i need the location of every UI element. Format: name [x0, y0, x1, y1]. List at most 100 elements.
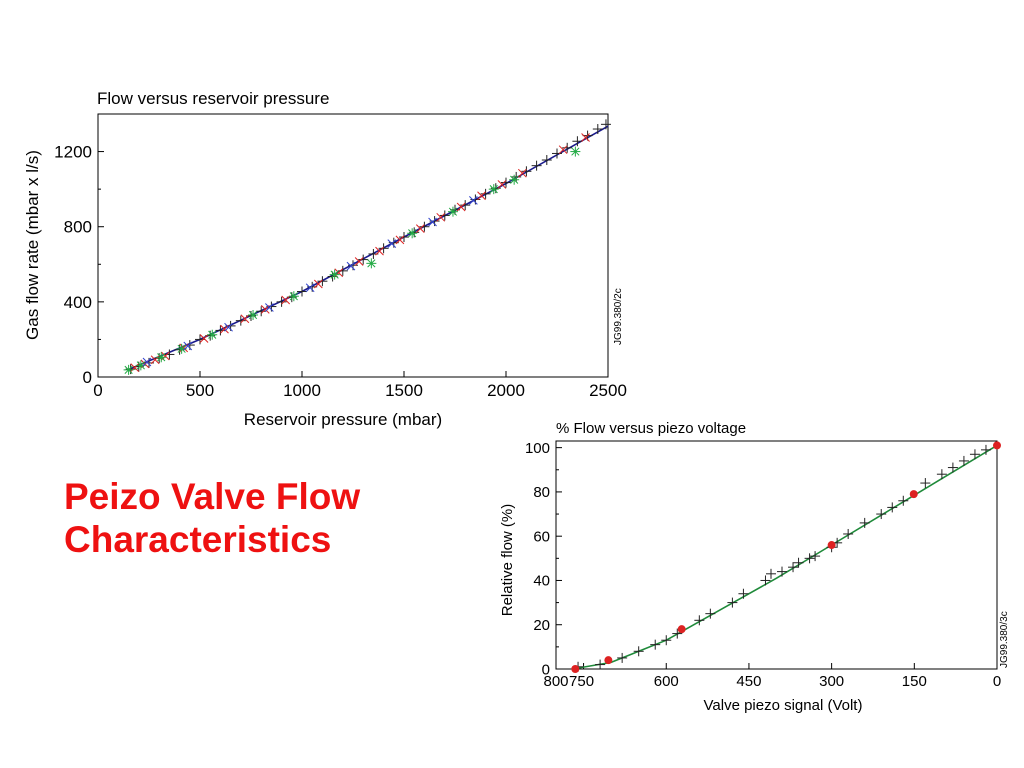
chart1-point-plus: [164, 349, 175, 360]
chart2-point-plus: [788, 562, 799, 573]
chart2-y-tick-label: 80: [533, 484, 550, 501]
chart2-point-plus: [859, 517, 870, 528]
chart1-point-asterisk: [447, 206, 458, 217]
chart1-y-axis-label: Gas flow rate (mbar x l/s): [23, 150, 42, 340]
chart2-point-dot: [993, 441, 1001, 450]
chart1-point-plus: [552, 148, 562, 159]
chart2-x-axis-label: Valve piezo signal (Volt): [704, 697, 863, 714]
chart2-point-plus: [672, 628, 683, 639]
chart2-y-tick-label: 40: [533, 573, 550, 590]
chart1-x-tick-label: 0: [93, 381, 102, 400]
chart2-point-plus: [760, 575, 771, 586]
chart1-point-cross: [469, 196, 478, 205]
chart2-point-plus: [793, 557, 804, 568]
chart1-y-tick-label: 0: [83, 368, 92, 387]
chart2-point-plus: [694, 615, 705, 626]
chart2-point-plus: [650, 639, 661, 650]
chart1-point-plus: [439, 210, 450, 221]
chart2-point-plus: [661, 635, 672, 646]
chart2-y-axis-label: Relative flow (%): [499, 504, 516, 617]
chart2-point-plus: [958, 455, 969, 466]
chart1-point-asterisk: [366, 258, 377, 269]
chart1-point-plus: [521, 166, 532, 177]
chart2-point-dot: [827, 541, 836, 550]
chart1-point-cross: [142, 357, 152, 367]
chart1-point-asterisk: [329, 269, 340, 280]
chart1-x-tick-label: 2500: [589, 381, 627, 400]
chart1-point-plus: [276, 296, 287, 307]
chart2-point-plus: [947, 462, 958, 473]
chart1-point-asterisk: [207, 329, 218, 340]
slide-title-line-2: Characteristics: [64, 519, 332, 560]
chart1-point-cross: [517, 168, 527, 178]
chart2-y-tick-label: 100: [525, 440, 550, 457]
chart2-y-tick-label: 60: [533, 528, 550, 545]
slide-title-line-1: Peizo Valve Flow: [64, 476, 361, 517]
chart1-point-cross: [436, 212, 446, 222]
chart1-y-tick-label: 1200: [54, 143, 92, 162]
chart1-point-cross: [305, 283, 315, 293]
chart2-point-plus: [898, 495, 909, 506]
chart2-side-label: JG99.380/3c: [999, 611, 1010, 668]
chart1-side-label: JG99.380/2c: [613, 288, 624, 345]
chart1-y-tick-label: 400: [64, 293, 92, 312]
chart1-plot-frame: [97, 113, 609, 378]
chart1-point-cross: [224, 322, 233, 332]
chart2-point-plus: [936, 469, 947, 480]
chart1-point-cross: [395, 235, 405, 245]
chart2-point-plus: [843, 528, 854, 539]
chart2-fit-line: [572, 444, 998, 670]
chart1-point-asterisk: [156, 352, 167, 363]
chart2-point-plus: [595, 659, 606, 670]
chart1-point-plus: [337, 265, 348, 276]
chart1-point-plus: [480, 188, 491, 199]
chart2-point-plus: [876, 509, 887, 520]
chart2-y-tick-label: 0: [542, 661, 550, 678]
chart2-x-tick-label: 600: [654, 673, 679, 690]
chart1-title: Flow versus reservoir pressure: [97, 89, 329, 108]
chart1-fit-line: [128, 125, 609, 371]
chart1-x-tick-label: 1500: [385, 381, 423, 400]
chart1-point-plus: [541, 155, 552, 166]
chart1-point-plus: [419, 221, 430, 232]
chart1-point-cross: [497, 180, 507, 189]
chart2-point-plus: [980, 444, 991, 455]
chart1-point-cross: [354, 257, 364, 266]
chart1-point-cross: [313, 279, 323, 289]
chart1-point-cross: [199, 334, 209, 343]
chart1-point-asterisk: [488, 184, 499, 195]
chart2-point-plus: [969, 449, 980, 460]
chart-flow-vs-pressure: Flow versus reservoir pressure 0 500 1000 1…: [23, 89, 627, 429]
chart1-point-cross: [265, 303, 274, 312]
chart1-point-cross: [477, 191, 486, 201]
chart1-x-tick-label: 2000: [487, 381, 525, 400]
chart2-x-tick-label: 750: [569, 673, 594, 690]
chart1-point-plus: [572, 136, 583, 147]
chart1-point-plus: [562, 142, 573, 153]
chart1-point-plus: [460, 200, 471, 211]
chart2-point-plus: [617, 652, 628, 663]
chart2-point-dot: [604, 656, 613, 665]
chart1-point-plus: [215, 325, 226, 336]
chart2-point-plus: [765, 568, 776, 579]
chart2-title: % Flow versus piezo voltage: [556, 420, 746, 437]
chart1-point-asterisk: [509, 174, 520, 185]
chart-flow-vs-piezo-voltage: % Flow versus piezo voltage 800 750 600 450…: [499, 420, 1010, 714]
chart1-point-plus: [317, 276, 328, 287]
chart1-point-plus: [531, 160, 542, 171]
chart1-point-plus: [125, 364, 136, 375]
chart1-point-asterisk: [288, 291, 299, 302]
chart1-point-plus: [511, 171, 522, 182]
chart2-point-dot: [677, 625, 686, 634]
chart2-x-tick-label: 300: [819, 673, 844, 690]
chart1-point-cross: [428, 217, 437, 227]
chart1-point-asterisk: [248, 310, 259, 321]
chart1-point-plus: [399, 232, 409, 243]
chart2-point-plus: [804, 553, 815, 564]
chart2-x-tick-label: 800: [543, 673, 568, 690]
chart2-y-tick-label: 20: [533, 617, 550, 634]
chart1-y-tick-label: 800: [64, 218, 92, 237]
chart1-point-cross: [183, 341, 193, 351]
chart2-x-tick-label: 0: [993, 673, 1001, 690]
